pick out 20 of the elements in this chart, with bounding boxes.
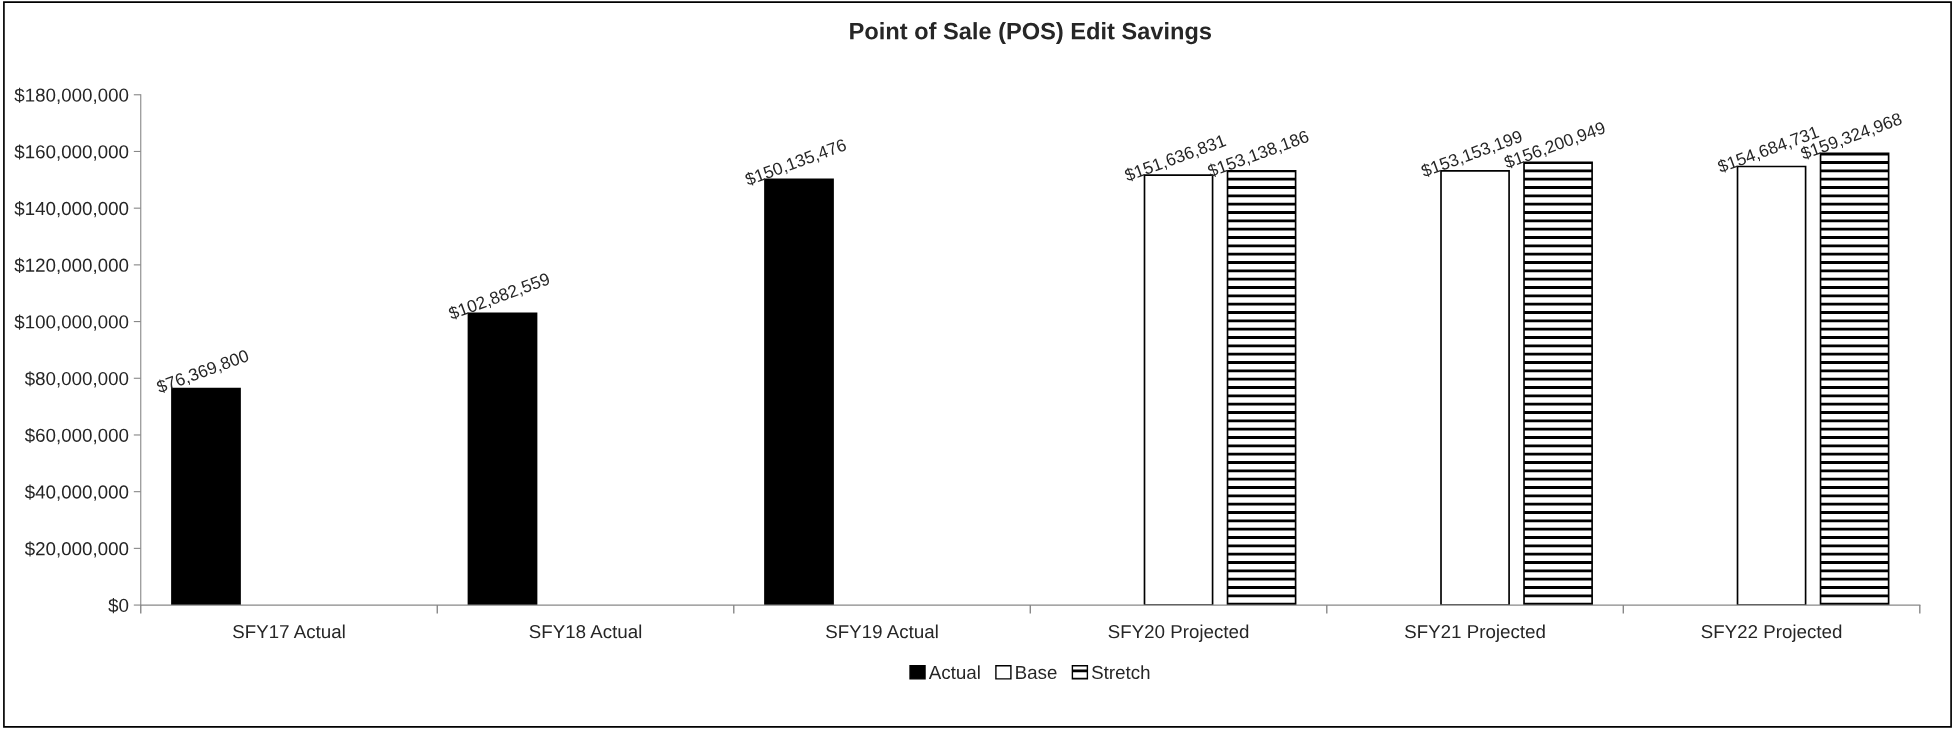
y-tick-label: $20,000,000 [24, 541, 129, 558]
legend-label: Actual [928, 665, 980, 680]
x-tick-label: SFY20 Projected [1108, 624, 1249, 642]
y-tick-label: $140,000,000 [14, 201, 129, 218]
y-tick-label: $160,000,000 [14, 144, 129, 161]
y-tick-label: $180,000,000 [14, 87, 129, 104]
x-tick-label: SFY18 Actual [529, 624, 642, 639]
y-tick-label: $100,000,000 [14, 314, 129, 331]
x-tick-label: SFY17 Actual [233, 624, 345, 639]
y-tick-label: $0 [108, 597, 129, 614]
y-tick-label: $40,000,000 [24, 484, 129, 501]
y-tick-label: $80,000,000 [24, 371, 129, 388]
x-tick-label: SFY22 Projected [1701, 624, 1842, 642]
x-tick-label: SFY19 Actual [826, 624, 938, 639]
legend-label: Base [1016, 666, 1057, 680]
legend-label: Stretch [1091, 665, 1150, 680]
x-tick-label: SFY21 Projected [1405, 624, 1545, 642]
chart-title: Point of Sale (POS) Edit Savings [850, 22, 1212, 45]
y-tick-label: $60,000,000 [24, 427, 129, 445]
y-tick-label: $120,000,000 [14, 257, 129, 275]
